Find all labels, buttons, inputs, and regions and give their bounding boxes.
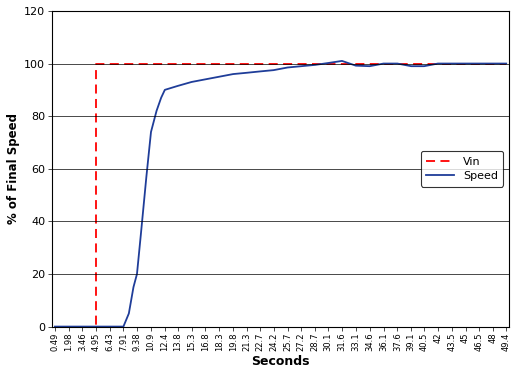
Speed: [203, 77, 209, 82]
Speed: [421, 64, 427, 68]
Speed: [477, 61, 483, 66]
Speed: [380, 61, 386, 66]
Vin: [93, 61, 99, 66]
Speed: [134, 272, 140, 276]
Line: Speed: Speed: [55, 61, 506, 327]
Y-axis label: % of Final Speed: % of Final Speed: [7, 113, 20, 224]
Speed: [120, 324, 126, 329]
Speed: [138, 232, 144, 237]
Speed: [325, 61, 331, 65]
Speed: [367, 64, 373, 68]
Speed: [103, 324, 109, 329]
Speed: [162, 88, 168, 92]
Speed: [79, 324, 85, 329]
Speed: [98, 324, 104, 329]
Speed: [230, 72, 236, 76]
Speed: [131, 285, 137, 290]
Speed: [158, 96, 164, 100]
Speed: [463, 61, 469, 66]
Speed: [175, 84, 181, 88]
X-axis label: Seconds: Seconds: [251, 355, 310, 368]
Speed: [126, 311, 132, 316]
Speed: [110, 324, 116, 329]
Speed: [408, 64, 414, 68]
Speed: [143, 174, 150, 179]
Speed: [490, 61, 496, 66]
Speed: [284, 65, 291, 70]
Speed: [298, 64, 305, 68]
Speed: [270, 68, 277, 72]
Speed: [339, 58, 345, 63]
Speed: [148, 130, 154, 134]
Speed: [244, 70, 250, 75]
Speed: [435, 61, 441, 66]
Speed: [114, 324, 120, 329]
Speed: [312, 63, 319, 67]
Vin: [52, 324, 58, 329]
Legend: Vin, Speed: Vin, Speed: [421, 151, 503, 186]
Speed: [449, 61, 455, 66]
Speed: [66, 324, 72, 329]
Speed: [189, 80, 195, 84]
Speed: [503, 61, 509, 66]
Speed: [257, 69, 263, 74]
Speed: [353, 63, 359, 68]
Speed: [52, 324, 58, 329]
Speed: [107, 324, 113, 329]
Speed: [93, 324, 99, 329]
Speed: [216, 75, 222, 79]
Speed: [394, 61, 400, 66]
Vin: [93, 324, 99, 329]
Line: Vin: Vin: [55, 63, 506, 327]
Speed: [153, 109, 160, 113]
Vin: [503, 61, 509, 66]
